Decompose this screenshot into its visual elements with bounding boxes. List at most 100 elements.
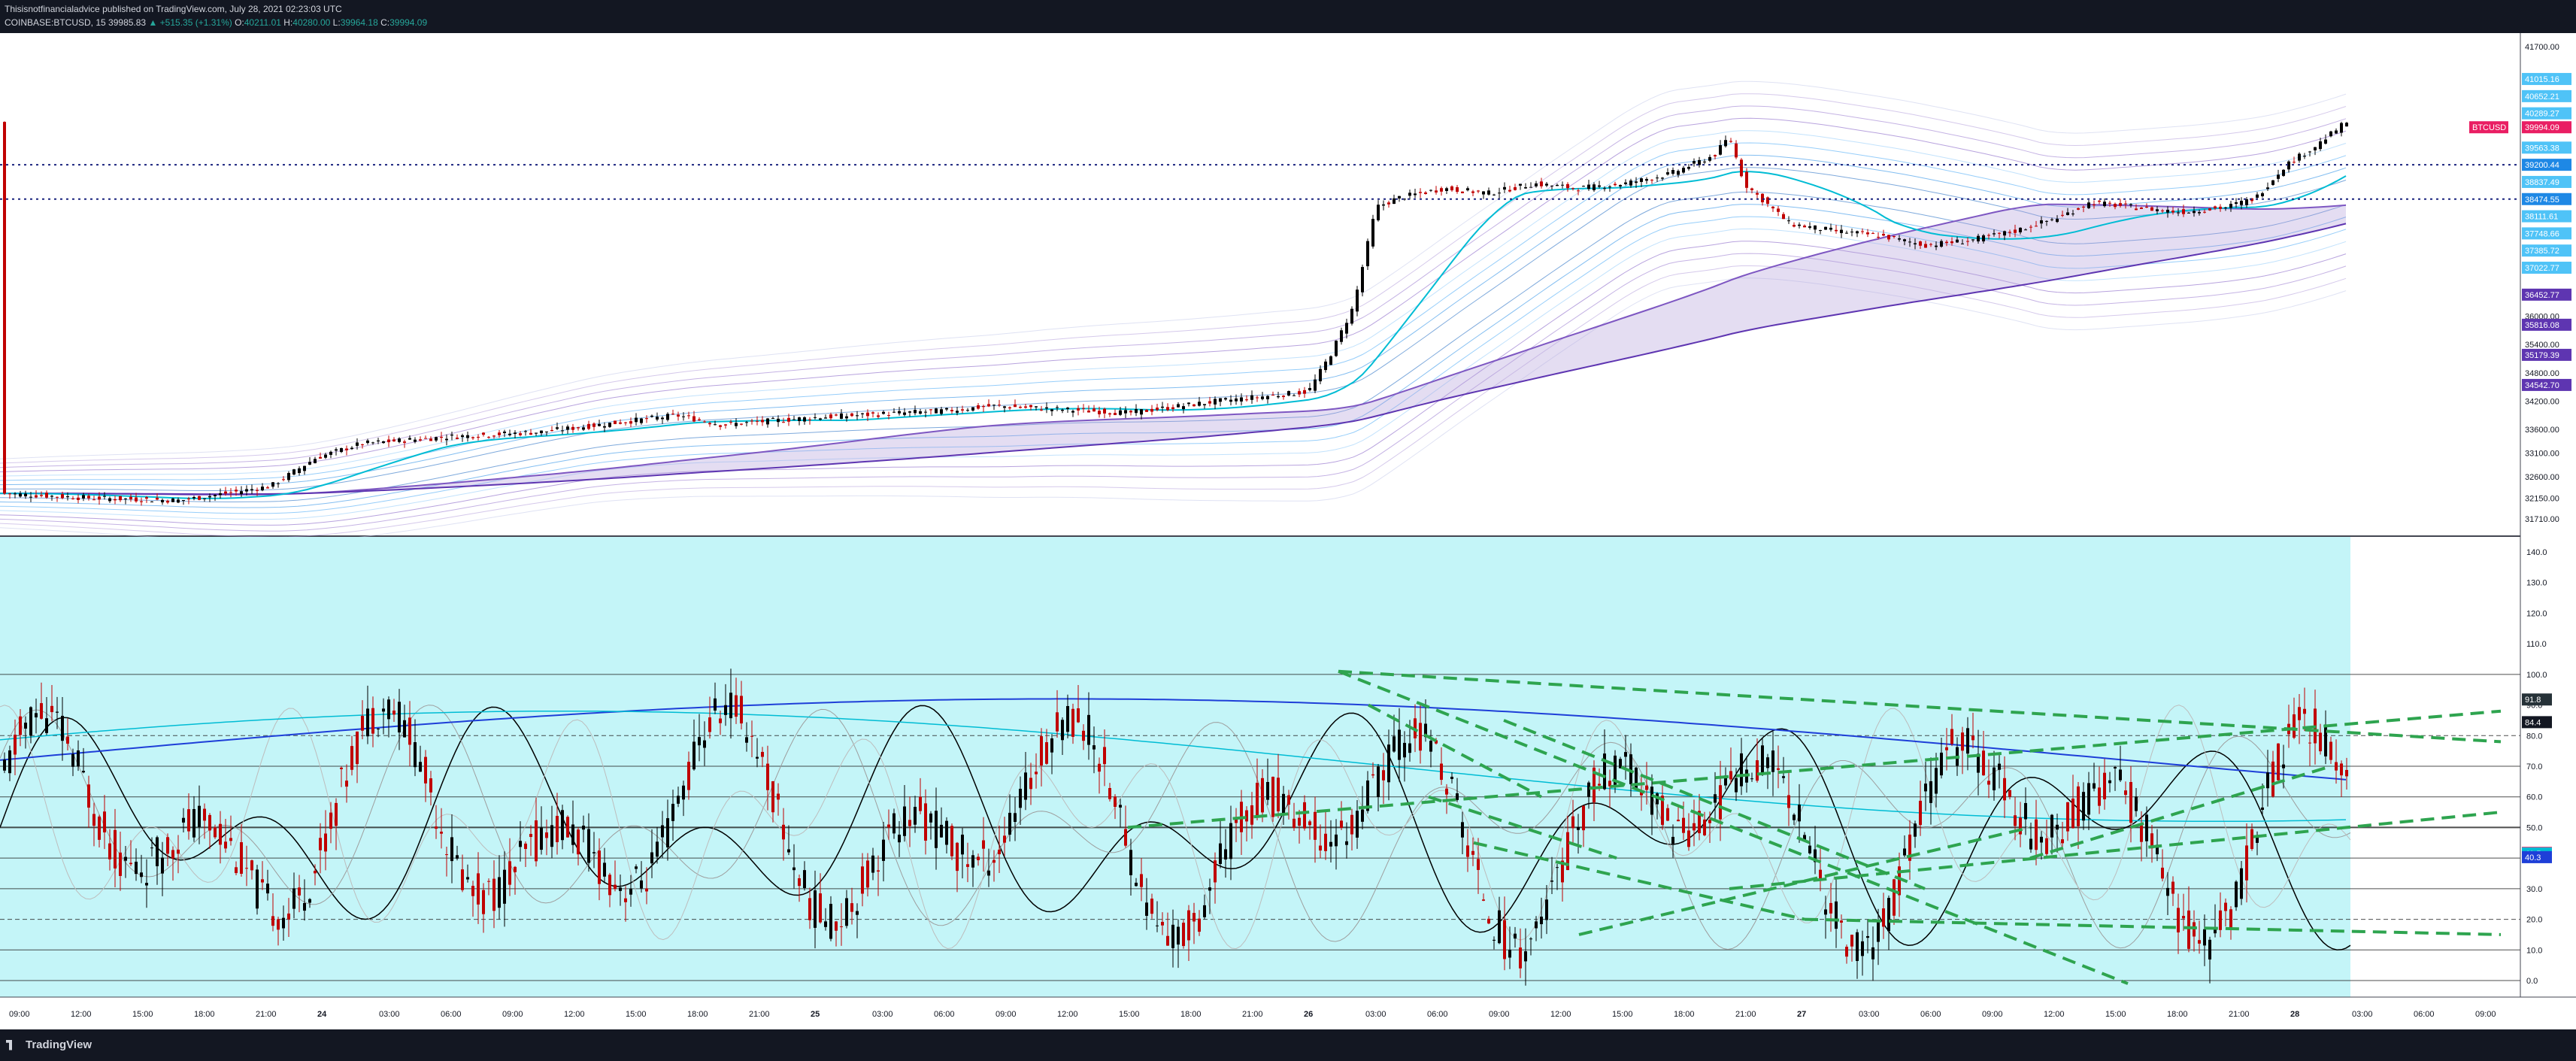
osc-candle-body	[492, 878, 496, 911]
osc-candle-body	[1024, 772, 1027, 800]
candle-body	[1929, 244, 1932, 245]
osc-candle-body	[1214, 860, 1217, 883]
candle-body	[1019, 407, 1022, 408]
chart-area[interactable]: 41700.00 41015.16 40652.21 40289.27 39563.38…	[0, 33, 2576, 1029]
osc-candle-body	[1403, 742, 1406, 758]
candle-body	[2061, 214, 2064, 216]
osc-candle-body	[503, 869, 506, 904]
candle-body	[2324, 139, 2327, 144]
osc-candle-body	[1535, 921, 1538, 929]
candle-body	[1414, 193, 1417, 196]
price-tag-bg	[2522, 210, 2571, 223]
osc-candle-body	[2140, 825, 2143, 842]
osc-candle-body	[1887, 898, 1890, 932]
osc-candle-body	[1987, 781, 1990, 785]
candle-body	[845, 416, 848, 419]
tradingview-logo[interactable]: TradingView	[6, 1038, 92, 1051]
osc-candle-body	[2082, 792, 2085, 821]
price-tick-label: 32600.00	[2525, 473, 2559, 482]
candle-body	[1482, 191, 1485, 195]
osc-candle-body	[14, 735, 17, 755]
osc-candle-body	[1061, 720, 1064, 741]
osc-candle-body	[87, 784, 90, 808]
osc-candle-body	[582, 825, 585, 830]
candle-body	[1814, 225, 1817, 230]
candle-body	[503, 431, 506, 433]
osc-candle-body	[66, 736, 69, 744]
candle-body	[529, 432, 532, 435]
price-tick-label: 35400.00	[2525, 341, 2559, 350]
price-tag-bg	[2522, 318, 2571, 331]
osc-candle-body	[1740, 753, 1743, 787]
candle-body	[956, 411, 959, 413]
osc-candle-body	[1719, 785, 1722, 820]
candle-body	[2235, 202, 2238, 205]
osc-candle-body	[1340, 820, 1343, 828]
osc-candle-body	[414, 742, 417, 768]
candle-body	[314, 459, 317, 464]
candle-body	[1966, 241, 1969, 242]
candle-body	[419, 439, 422, 441]
candle-body	[361, 444, 364, 445]
candle-body	[82, 495, 85, 499]
osc-candle-body	[2087, 783, 2090, 815]
chart-canvas[interactable]: 41700.00 41015.16 40652.21 40289.27 39563.38…	[0, 33, 2576, 1029]
osc-candle-body	[1287, 795, 1290, 805]
osc-candle-body	[2324, 724, 2327, 756]
candle-body	[514, 432, 517, 435]
osc-candle-body	[2114, 767, 2117, 768]
osc-candle-body	[993, 859, 996, 863]
osc-candle-body	[756, 756, 759, 759]
candle-body	[1024, 406, 1027, 408]
osc-candle-body	[861, 866, 864, 894]
envelope-band-line	[0, 105, 2347, 468]
candle-body	[440, 436, 443, 438]
candle-body	[487, 437, 490, 438]
osc-candle-body	[40, 703, 43, 719]
time-tick-label: 18:00	[1180, 1010, 1202, 1019]
candle-body	[714, 424, 717, 426]
osc-candle-body	[1429, 741, 1432, 752]
candle-body	[1498, 192, 1501, 194]
osc-candle-body	[561, 810, 564, 841]
osc-candle-body	[1366, 780, 1369, 811]
osc-candle-body	[119, 852, 122, 876]
osc-candle-body	[3, 759, 6, 771]
osc-candle-body	[477, 873, 480, 905]
candle-body	[261, 487, 264, 491]
osc-candle-body	[508, 861, 511, 885]
time-tick-label: 25	[811, 1010, 820, 1019]
osc-candle-body	[1498, 910, 1501, 944]
envelope-band-line	[0, 216, 2347, 514]
candle-body	[1835, 229, 1838, 232]
candle-body	[1556, 184, 1559, 186]
candle-body	[1071, 411, 1074, 413]
candle-body	[45, 493, 48, 498]
candle-body	[840, 413, 843, 419]
candle-body	[1029, 405, 1032, 408]
candle-body	[192, 497, 195, 499]
candle-body	[950, 410, 953, 412]
osc-candle-body	[1856, 932, 1859, 961]
osc-candle-body	[1514, 933, 1517, 939]
candle-body	[177, 499, 180, 503]
candle-body	[1277, 396, 1280, 398]
open-value: 40211.01	[244, 17, 281, 28]
symbol-tag-bg	[2469, 121, 2508, 134]
candle-body	[114, 499, 117, 501]
osc-candle-body	[450, 837, 453, 862]
osc-candle-body	[261, 879, 264, 883]
candle-body	[893, 411, 896, 413]
publish-line: Thisisnotfinancialadvice published on Tr…	[5, 4, 342, 14]
price-tick-label: 34800.00	[2525, 369, 2559, 378]
osc-candle-body	[271, 916, 274, 926]
envelope-band-line	[0, 277, 2347, 544]
osc-candle-body	[2056, 824, 2059, 830]
price-tag-bg	[2522, 348, 2571, 361]
candle-body	[1166, 407, 1169, 411]
price-tag-bg	[2522, 244, 2571, 257]
candle-body	[2266, 187, 2269, 189]
osc-candle-body	[1524, 951, 1527, 962]
candle-body	[2040, 220, 2043, 224]
price-tick-label: 37385.72	[2525, 247, 2559, 256]
